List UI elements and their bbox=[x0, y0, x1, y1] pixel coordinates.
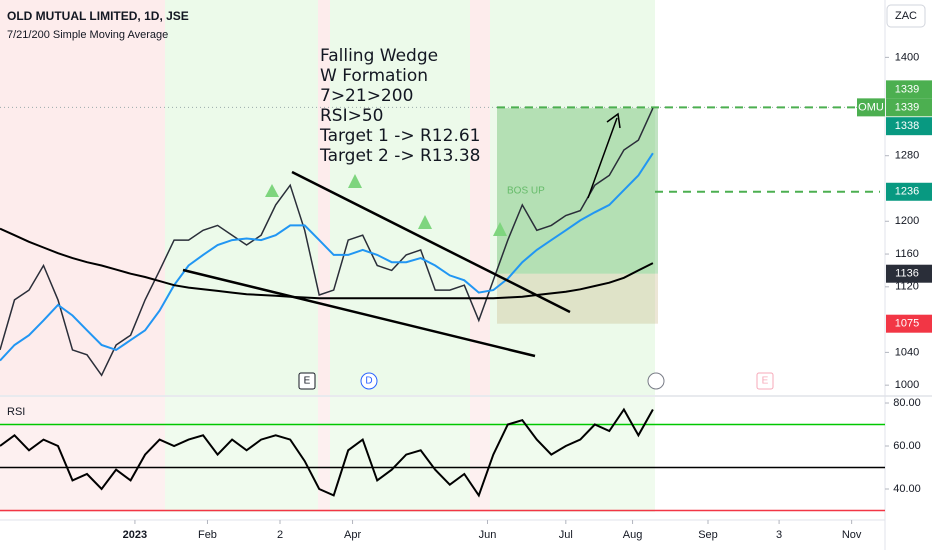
event-label: D bbox=[365, 376, 372, 387]
position-risk bbox=[497, 273, 658, 324]
y-tick-label: 1120 bbox=[895, 281, 919, 293]
x-tick-label: Apr bbox=[344, 529, 361, 541]
annotation: Target 2 -> R13.38 bbox=[319, 146, 480, 166]
series-line bbox=[0, 152, 654, 362]
price-label-box bbox=[886, 98, 932, 117]
price-label: 1339 bbox=[895, 101, 919, 113]
event-badge bbox=[298, 372, 316, 390]
x-tick-label: Nov bbox=[842, 529, 862, 541]
y-tick-label: 1040 bbox=[895, 346, 919, 358]
y-tick-label: 1200 bbox=[895, 215, 919, 227]
position-profit bbox=[497, 108, 658, 274]
y-tick-label: 1000 bbox=[895, 379, 919, 391]
annotation: Falling Wedge bbox=[320, 46, 438, 66]
price-label: 1136 bbox=[895, 268, 919, 280]
annotation: 7>21>200 bbox=[320, 86, 413, 106]
price-label: 1339 bbox=[895, 83, 919, 95]
chart-title: OLD MUTUAL LIMITED, 1D, JSE bbox=[7, 9, 189, 23]
y-tick-label: 1160 bbox=[895, 248, 919, 260]
series-line bbox=[0, 107, 654, 377]
signals bbox=[265, 174, 507, 236]
event-label: E bbox=[762, 376, 769, 387]
annotation: W Formation bbox=[320, 66, 428, 86]
price-label: 1338 bbox=[895, 120, 919, 132]
price-label: 1236 bbox=[895, 186, 919, 198]
dividend-icon bbox=[647, 372, 665, 390]
session-shading bbox=[0, 0, 655, 512]
price-label-box bbox=[886, 117, 932, 136]
x-tick-label: Jun bbox=[479, 529, 497, 541]
y-tick-label: 40.00 bbox=[893, 483, 921, 495]
event-label: E bbox=[304, 376, 311, 387]
x-tick-label: Jul bbox=[559, 529, 573, 541]
currency-box bbox=[886, 4, 926, 28]
price-label-box bbox=[886, 264, 932, 283]
price-label-box bbox=[886, 80, 932, 99]
symbol-label: OMU bbox=[858, 101, 884, 113]
annotation: RSI>50 bbox=[320, 106, 384, 126]
event-badge bbox=[360, 372, 378, 390]
drawings bbox=[182, 112, 621, 358]
x-tick-label: 3 bbox=[776, 529, 782, 541]
x-tick-label: 2 bbox=[277, 529, 283, 541]
price-label-box bbox=[886, 182, 932, 201]
price-label-box bbox=[886, 314, 932, 333]
x-tick-label: Aug bbox=[623, 529, 643, 541]
x-tick-label: 2023 bbox=[123, 529, 147, 541]
pattern-label: BOS UP bbox=[507, 186, 545, 197]
rsi-title: RSI bbox=[7, 406, 25, 418]
y-tick-label: 1400 bbox=[895, 51, 919, 63]
x-tick-label: Feb bbox=[198, 529, 217, 541]
y-tick-label: 60.00 bbox=[893, 440, 921, 452]
symbol-box bbox=[857, 98, 885, 117]
event-badge bbox=[756, 372, 774, 390]
price-label: 1075 bbox=[895, 318, 919, 330]
chart-subtitle: 7/21/200 Simple Moving Average bbox=[7, 29, 168, 41]
y-tick-label: 1280 bbox=[895, 150, 919, 162]
annotation: Target 1 -> R12.61 bbox=[319, 126, 480, 146]
y-tick-label: 80.00 bbox=[893, 397, 921, 409]
x-tick-label: Sep bbox=[698, 529, 718, 541]
series-line bbox=[0, 227, 654, 300]
series-line bbox=[0, 407, 654, 498]
currency: ZAC bbox=[895, 10, 917, 22]
